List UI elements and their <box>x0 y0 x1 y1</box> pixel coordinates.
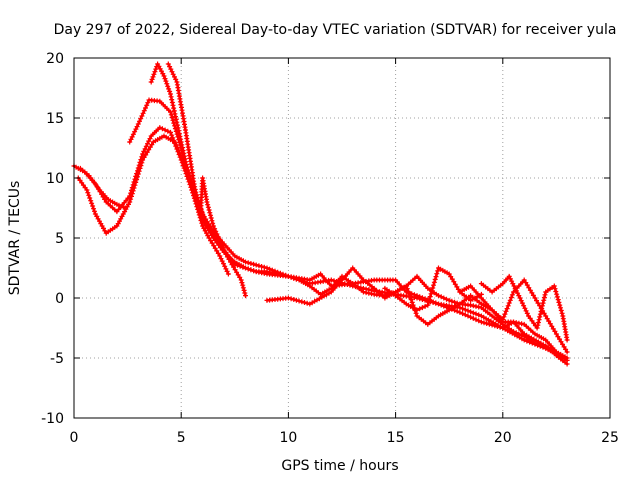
y-tick-label: -10 <box>41 411 64 427</box>
series-trace-4 <box>148 61 231 277</box>
grid-layer <box>74 58 610 418</box>
y-tick-label: 20 <box>46 51 64 67</box>
x-tick-label: 25 <box>601 430 619 446</box>
y-tick-label: 10 <box>46 171 64 187</box>
y-tick-label: -5 <box>50 351 64 367</box>
chart-title: Day 297 of 2022, Sidereal Day-to-day VTE… <box>54 22 617 38</box>
series-trace-8 <box>478 273 570 343</box>
series-trace-5 <box>165 61 570 367</box>
series-markers <box>77 165 128 211</box>
x-tick-label: 10 <box>279 430 297 446</box>
series-line <box>77 134 247 297</box>
y-tick-label: 0 <box>55 291 64 307</box>
y-tick-label: 5 <box>55 231 64 247</box>
x-tick-label: 20 <box>494 430 512 446</box>
y-tick-label: 15 <box>46 111 64 127</box>
series-markers <box>478 273 570 343</box>
x-tick-label: 5 <box>177 430 186 446</box>
series-trace-2 <box>75 133 248 299</box>
series-markers <box>382 265 484 313</box>
y-axis-label: SDTVAR / TECUs <box>7 181 23 296</box>
tick-layer: 0 5 10 15 20 25 -10 -5 0 5 10 15 20 <box>41 51 619 446</box>
series-trace-9 <box>77 165 128 211</box>
series-markers <box>75 133 248 299</box>
x-tick-label: 15 <box>387 430 405 446</box>
series-layer <box>71 61 570 367</box>
x-axis-label: GPS time / hours <box>281 458 398 474</box>
series-trace-10 <box>382 265 484 313</box>
series-markers <box>148 61 231 277</box>
x-tick-label: 0 <box>70 430 79 446</box>
series-line <box>167 62 569 366</box>
